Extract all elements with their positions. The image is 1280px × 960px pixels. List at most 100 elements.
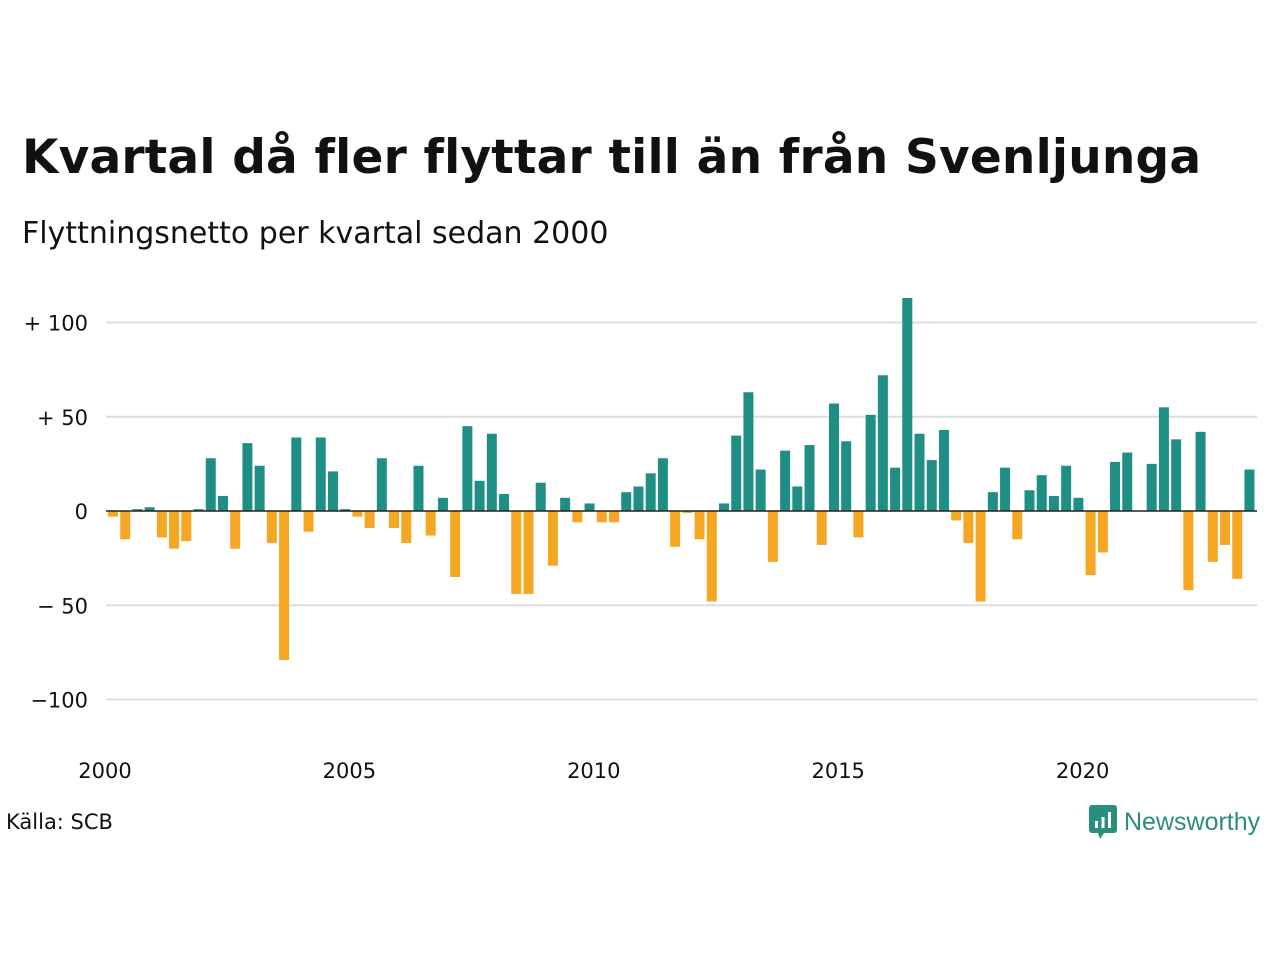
bar (926, 460, 937, 511)
bar (425, 511, 436, 536)
bar (694, 511, 705, 540)
bar (706, 511, 717, 602)
bar (486, 433, 497, 511)
bar (242, 443, 253, 511)
bar (633, 486, 644, 511)
bar (108, 511, 118, 517)
y-tick-label: + 100 (24, 312, 88, 336)
bar (853, 511, 864, 538)
bar (731, 435, 742, 511)
bar (828, 403, 839, 511)
bar (877, 375, 888, 511)
bar (792, 486, 803, 511)
bar (181, 511, 192, 542)
bar (450, 511, 461, 577)
bar (291, 437, 302, 511)
bar (523, 511, 534, 594)
bar (120, 511, 131, 540)
x-tick-label: 2000 (78, 759, 131, 783)
bar (169, 511, 180, 549)
bar (987, 492, 998, 511)
bar (890, 467, 901, 511)
bar (230, 511, 241, 549)
bar (902, 297, 913, 511)
newsworthy-logo-icon (1089, 805, 1117, 839)
bar (1220, 511, 1231, 545)
bar (1146, 463, 1157, 511)
bar (1048, 495, 1059, 511)
bar (938, 429, 949, 511)
bar (547, 511, 558, 566)
bar (1110, 461, 1121, 511)
bar (1024, 490, 1035, 511)
bar (1122, 452, 1133, 511)
chart-title: Kvartal då fler flyttar till än från Sve… (22, 130, 1202, 185)
bar (511, 511, 522, 594)
bar (303, 511, 314, 532)
bar (437, 497, 448, 511)
y-tick-label: + 50 (37, 406, 88, 430)
bar (755, 469, 766, 511)
bar (584, 503, 595, 511)
bar (499, 494, 510, 511)
bar (462, 426, 473, 511)
x-tick-label: 2020 (1056, 759, 1109, 783)
bar (266, 511, 277, 544)
bar (767, 511, 778, 562)
bar (1207, 511, 1218, 562)
y-tick-label: − 50 (37, 594, 88, 618)
bar (1097, 511, 1108, 553)
bar (596, 511, 607, 523)
bar (413, 465, 424, 511)
y-tick-label: 0 (75, 500, 88, 524)
bar (1158, 407, 1169, 511)
bar (535, 482, 546, 511)
bar (670, 511, 681, 547)
bar (1036, 475, 1047, 511)
bar (1244, 469, 1255, 511)
bar (719, 503, 729, 511)
bar (1195, 431, 1206, 511)
bar (254, 465, 265, 511)
source-note: Källa: SCB (6, 810, 113, 834)
bar (1171, 439, 1182, 511)
bar (389, 511, 400, 528)
bar (132, 509, 143, 511)
bar (1183, 511, 1194, 591)
bar (865, 414, 876, 511)
bar (193, 509, 204, 511)
bar (1000, 467, 1011, 511)
bar (975, 511, 986, 602)
bar (572, 511, 583, 523)
bar (401, 511, 412, 544)
bar (1073, 497, 1084, 511)
x-tick-label: 2015 (811, 759, 864, 783)
bar (963, 511, 974, 544)
bar (364, 511, 375, 528)
bar (315, 437, 326, 511)
bar (621, 492, 632, 511)
bar (609, 511, 620, 523)
bar (205, 458, 216, 511)
bar (156, 511, 167, 538)
chart-subtitle: Flyttningsnetto per kvartal sedan 2000 (22, 216, 609, 251)
bar (816, 511, 827, 545)
bar (327, 471, 338, 511)
brand-name: Newsworthy (1124, 807, 1261, 836)
bar (1232, 511, 1243, 579)
bar (376, 458, 387, 511)
bar (841, 441, 852, 511)
x-tick-label: 2005 (323, 759, 376, 783)
bar (804, 445, 815, 511)
bar (682, 511, 693, 513)
brand-logo: Newsworthy (1088, 804, 1260, 840)
bar (279, 511, 290, 660)
y-tick-label: −100 (30, 689, 88, 713)
bar (1061, 465, 1072, 511)
bar (914, 433, 925, 511)
bar (743, 392, 754, 511)
bar (352, 511, 363, 517)
bar (217, 495, 228, 511)
bar (1085, 511, 1096, 576)
